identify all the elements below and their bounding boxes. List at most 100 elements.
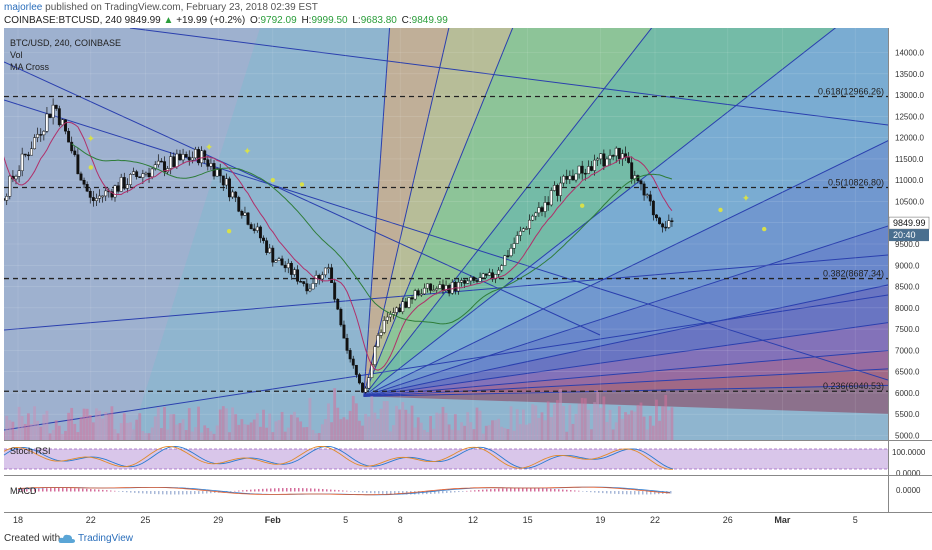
candle-body xyxy=(472,277,476,281)
candle-body xyxy=(494,274,498,280)
macd-histogram-bar xyxy=(54,488,56,492)
candle-body xyxy=(64,119,67,132)
price-tick: 5500.0 xyxy=(895,410,920,419)
volume-bar xyxy=(528,423,532,440)
volume-bar xyxy=(435,412,439,440)
candle-body xyxy=(203,150,207,160)
candle-body xyxy=(339,308,343,326)
macd-histogram-bar xyxy=(82,488,84,492)
macd-histogram-bar xyxy=(150,491,152,494)
fib-label: 0.5(10826.80) xyxy=(828,178,884,188)
candle-body xyxy=(478,277,482,282)
candle-body xyxy=(178,153,182,161)
macd-histogram-bar xyxy=(554,488,556,492)
macd-tick: 0.0000 xyxy=(896,486,921,495)
volume-bar xyxy=(457,430,460,440)
macd-histogram-bar xyxy=(246,489,248,492)
macd-histogram-bar xyxy=(162,491,164,495)
high-value: 9999.50 xyxy=(311,15,348,26)
macd-line xyxy=(17,486,671,496)
candle-body xyxy=(156,160,160,165)
macd-histogram-bar xyxy=(102,489,104,492)
macd-pane[interactable] xyxy=(4,476,888,512)
price-tick: 14000.0 xyxy=(895,49,924,58)
candle-body xyxy=(586,166,590,174)
macd-histogram-bar xyxy=(58,488,60,492)
candle-body xyxy=(385,316,389,321)
chart-canvas[interactable]: 0.618(12966.26) 0.5(10826.80) 0.382(8687.3… xyxy=(0,0,932,530)
candle-body xyxy=(429,283,433,291)
macd-histogram-bar xyxy=(258,489,260,492)
volume-bar xyxy=(466,412,470,440)
cross-star-icon: ✦ xyxy=(87,134,95,145)
macd-histogram-bar xyxy=(378,491,380,494)
volume-bar xyxy=(450,429,454,440)
volume-bar xyxy=(296,417,299,440)
macd-histogram-bar xyxy=(70,488,72,492)
candle-body xyxy=(642,183,646,196)
volume-bar xyxy=(534,405,538,440)
volume-bar xyxy=(104,412,108,440)
volume-bar xyxy=(494,420,497,440)
macd-histogram-bar xyxy=(262,488,264,492)
volume-bar xyxy=(370,396,374,440)
macd-histogram-bar xyxy=(502,488,504,492)
candle-body xyxy=(463,280,467,284)
macd-histogram-bar xyxy=(626,491,628,495)
author-link[interactable]: majorlee xyxy=(4,2,43,13)
macd-histogram-bar xyxy=(78,488,80,492)
candle-body xyxy=(70,141,74,152)
price-tick: 6500.0 xyxy=(895,368,920,377)
macd-histogram-bar xyxy=(650,491,652,495)
macd-histogram-bar xyxy=(462,491,464,492)
macd-histogram-bar xyxy=(582,491,584,492)
macd-histogram-bar xyxy=(122,491,124,492)
fan-line xyxy=(363,368,888,397)
candle-body xyxy=(243,212,247,216)
volume-bar xyxy=(648,415,652,440)
macd-histogram-bar xyxy=(214,491,216,493)
candle-body xyxy=(8,175,12,197)
price-change: +19.99 (+0.2%) xyxy=(176,15,246,26)
volume-bar xyxy=(645,429,649,440)
macd-histogram-bar xyxy=(46,488,48,492)
macd-histogram-bar xyxy=(94,489,96,492)
candle-body xyxy=(305,283,309,292)
macd-histogram-bar xyxy=(658,491,660,495)
price-tick: 5000.0 xyxy=(895,432,920,441)
volume-bar xyxy=(224,408,228,440)
volume-bar xyxy=(463,425,467,440)
candle-body xyxy=(262,237,265,241)
macd-histogram-bar xyxy=(630,491,632,495)
volume-bar xyxy=(472,429,476,440)
macd-histogram-bar xyxy=(62,488,64,492)
candle-body xyxy=(398,307,402,313)
ma-line xyxy=(4,121,673,371)
candle-body xyxy=(286,262,290,269)
created-with: Created with xyxy=(4,533,61,544)
trendline-layer xyxy=(4,28,888,431)
volume-bar xyxy=(138,413,142,440)
volume-bar xyxy=(509,406,513,440)
volume-bar xyxy=(506,429,510,440)
volume-bar xyxy=(392,425,395,440)
candle-body xyxy=(299,281,303,283)
candle-body xyxy=(583,172,587,175)
time-tick: 22 xyxy=(86,515,96,525)
candle-body xyxy=(571,175,575,181)
volume-bar xyxy=(413,427,417,440)
candle-body xyxy=(209,163,213,167)
volume-bar xyxy=(484,425,488,440)
volume-bar xyxy=(500,426,504,440)
tradingview-brand[interactable]: TradingView xyxy=(78,533,134,544)
volume-bar xyxy=(11,421,15,440)
candle-body xyxy=(373,346,377,365)
volume-bar xyxy=(565,431,569,440)
volume-bar xyxy=(98,410,101,440)
volume-bar xyxy=(323,419,327,440)
candle-body xyxy=(506,255,510,257)
rsi-tick-bottom: 0.0000 xyxy=(896,469,921,478)
macd-histogram-bar xyxy=(138,491,140,494)
volume-bar xyxy=(302,427,306,440)
candle-body xyxy=(181,154,185,161)
